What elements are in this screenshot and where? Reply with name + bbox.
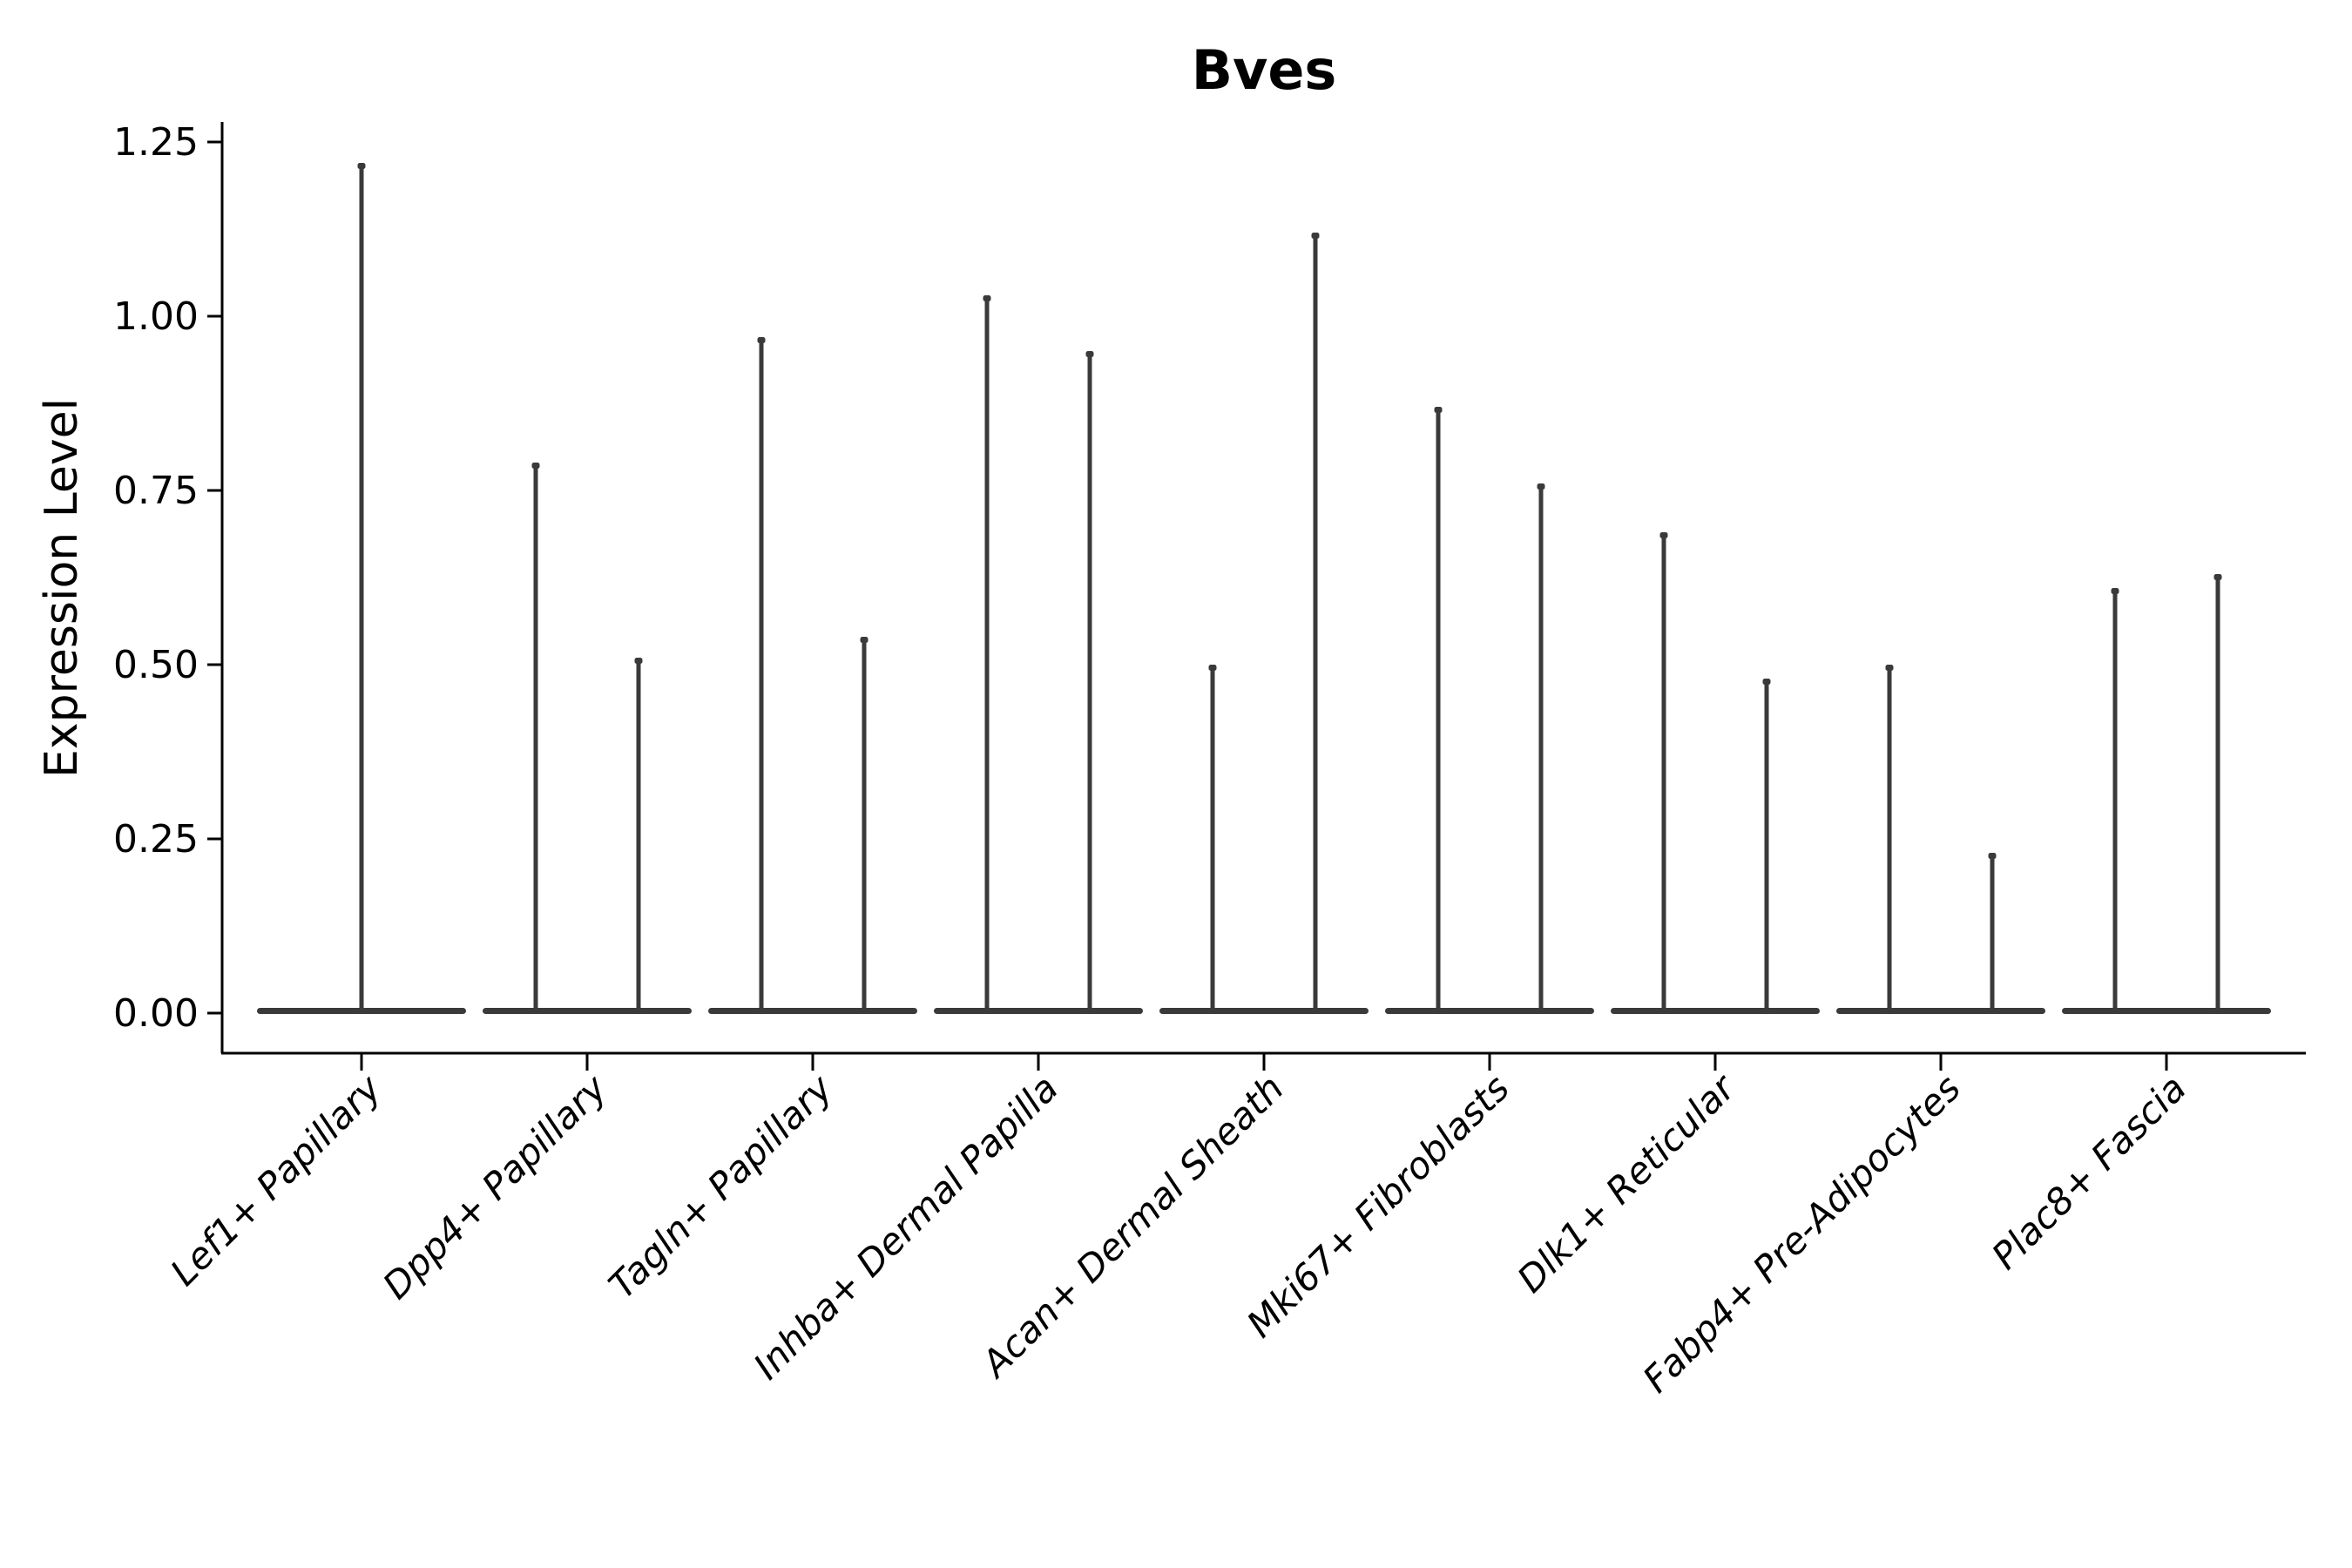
violin-spike-cap — [2213, 574, 2222, 580]
x-tick-label: Lef1+ Papillary — [162, 1066, 390, 1294]
y-axis-ticks: 0.00 0.25 0.50 0.75 1.00 1.25 — [113, 120, 222, 1036]
violin-spike-cap — [983, 295, 991, 301]
x-tick-label: Dpp4+ Papillary — [375, 1066, 616, 1308]
violin-base — [1385, 1008, 1594, 1014]
y-tick-label: 1.00 — [113, 294, 199, 339]
x-tick-label: Dlk1+ Reticular — [1509, 1064, 1745, 1301]
x-tick-label: Mki67+ Fibroblasts — [1239, 1066, 1517, 1345]
violin-spike-cap — [1537, 483, 1545, 490]
y-tick-label: 0.25 — [113, 817, 199, 862]
violin-spike-cap — [1085, 351, 1094, 357]
violin-base — [1159, 1008, 1369, 1014]
y-axis-label: Expression Level — [36, 398, 88, 778]
violin-spike-cap — [757, 337, 766, 343]
violin-spike-cap — [531, 463, 540, 469]
x-tick-label: Tagln+ Papillary — [600, 1066, 841, 1308]
violin-spike-cap — [1762, 679, 1771, 685]
violin-base — [1611, 1008, 1820, 1014]
violin-spike-cap — [1208, 665, 1217, 671]
y-tick-label: 1.25 — [113, 120, 199, 165]
y-tick-label: 0.75 — [113, 469, 199, 513]
violin-base — [708, 1008, 917, 1014]
violin-spike-cap — [1988, 853, 1997, 859]
violin-spike-cap — [1311, 233, 1320, 239]
violin-spike-cap — [1434, 407, 1443, 413]
violin-spike-cap — [1659, 532, 1668, 538]
y-tick-label: 0.00 — [113, 991, 199, 1036]
violin-spike-cap — [357, 163, 366, 169]
x-tick-label: Plac8+ Fascia — [1984, 1066, 2194, 1277]
chart-title: Bves — [1192, 38, 1337, 102]
violins — [257, 163, 2271, 1014]
violin-spike-cap — [2111, 588, 2119, 594]
violin-base — [2062, 1008, 2271, 1014]
violin-base — [1836, 1008, 2045, 1014]
violin-spike-cap — [1885, 665, 1894, 671]
y-tick-label: 0.50 — [113, 643, 199, 687]
violin-spike-cap — [860, 637, 868, 643]
violin-base — [483, 1008, 692, 1014]
violin-spike-cap — [634, 658, 643, 664]
violin-base — [934, 1008, 1143, 1014]
